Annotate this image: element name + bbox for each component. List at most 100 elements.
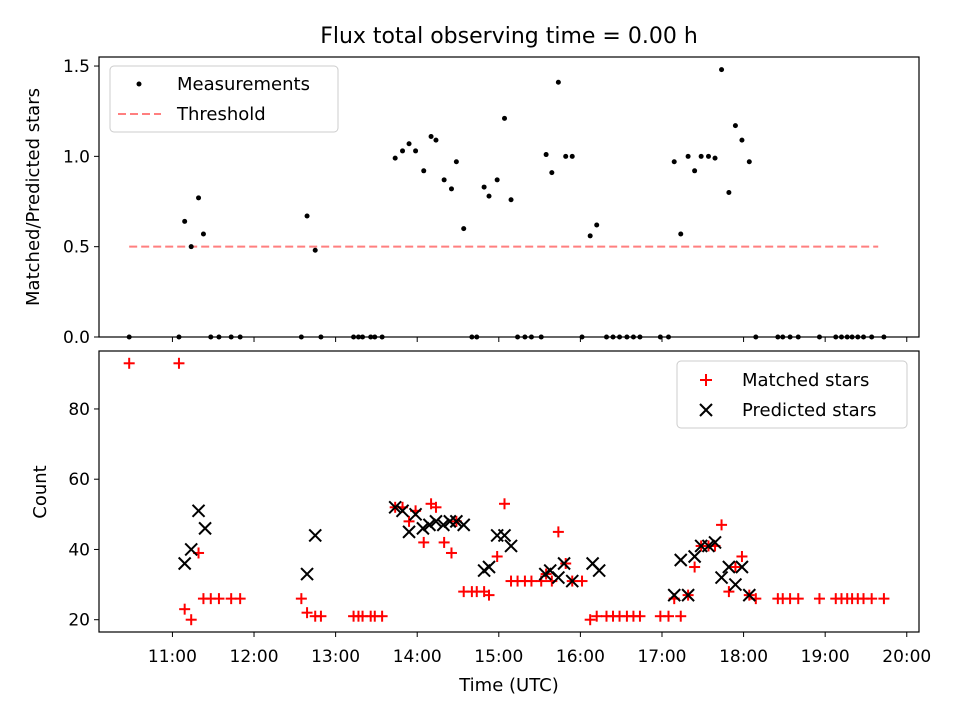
measurement-point — [392, 155, 398, 161]
count-y-tick-label: 80 — [68, 400, 90, 420]
matched-star-point — [438, 536, 450, 548]
predicted-star-point — [184, 542, 198, 557]
count-plot-frame — [98, 350, 920, 633]
ratio-x-ticks — [171, 337, 908, 342]
count-y-axis-label: Count — [30, 465, 51, 518]
count-x-tick-label: 12:00 — [230, 647, 279, 667]
predicted-star-point — [714, 570, 729, 585]
measurement-point — [692, 168, 698, 174]
count-x-ticks: 11:00 12:00 13:00 14:00 15:00 16:00 17:00 18:00… — [148, 632, 931, 667]
matched-star-point — [634, 610, 646, 622]
measurement-point — [196, 195, 202, 201]
legend-measurements-marker — [136, 81, 142, 87]
matched-star-point — [123, 357, 135, 369]
count-legend-box — [676, 360, 908, 429]
ratio-legend-box — [109, 65, 339, 133]
measurement-point — [312, 247, 318, 253]
predicted-star-point — [457, 518, 471, 532]
predicted-star-point — [551, 570, 566, 585]
count-x-tick-label: 16:00 — [556, 647, 605, 667]
predicted-star-point — [402, 525, 416, 539]
predicted-star-point — [504, 539, 518, 553]
measurement-point — [685, 153, 691, 159]
matched-star-point — [430, 501, 442, 513]
predicted-star-point — [395, 504, 410, 518]
measurement-point — [448, 186, 454, 192]
predicted-star-point — [708, 535, 722, 550]
predicted-star-point — [557, 556, 571, 571]
predicted-star-point — [177, 556, 192, 571]
predicted-star-point — [592, 563, 606, 578]
ratio-panel: 0.0 0.5 1.0 1.5 Matched/Predicted stars Mea… — [23, 56, 920, 348]
count-marks — [123, 357, 890, 626]
legend-matched-marker — [700, 374, 712, 386]
matched-star-point — [295, 593, 307, 605]
matched-star-point — [525, 575, 537, 587]
ratio-marks — [126, 67, 887, 340]
count-y-tick-label: 20 — [68, 611, 90, 631]
ratio-y-tick-label: 0.0 — [63, 328, 90, 348]
matched-star-point — [445, 547, 457, 559]
measurement-point — [678, 231, 684, 237]
measurement-point — [441, 177, 447, 183]
ratio-plot-frame — [98, 56, 920, 338]
predicted-star-point — [416, 521, 430, 536]
measurement-point — [502, 115, 508, 121]
matched-star-point — [499, 498, 511, 510]
legend-predicted-marker — [699, 403, 713, 417]
matched-star-point — [591, 610, 603, 622]
predicted-star-point — [388, 500, 402, 515]
predicted-star-point — [191, 504, 206, 518]
predicted-star-point — [482, 560, 496, 574]
count-x-tick-label: 18:00 — [719, 647, 768, 667]
measurement-point — [494, 177, 500, 183]
measurement-point — [461, 226, 467, 232]
matched-star-point — [301, 607, 313, 619]
measurement-point — [508, 197, 514, 203]
measurement-point — [549, 170, 555, 176]
predicted-star-point — [497, 528, 512, 543]
measurement-point — [304, 213, 310, 219]
predicted-star-point — [422, 518, 437, 532]
matched-star-point — [234, 593, 246, 605]
measurement-point — [481, 184, 487, 190]
measurement-point — [698, 153, 704, 159]
ratio-y-tick-label: 1.0 — [63, 147, 90, 167]
measurement-point — [421, 168, 427, 174]
count-x-tick-label: 17:00 — [637, 647, 686, 667]
measurement-point — [563, 153, 569, 159]
ratio-y-ticks: 0.0 0.5 1.0 1.5 — [63, 57, 99, 348]
matched-star-point — [560, 558, 572, 570]
matched-star-point — [376, 610, 388, 622]
measurement-point — [719, 67, 725, 73]
predicted-star-point — [701, 539, 716, 553]
measurement-point — [739, 137, 745, 143]
measurement-point — [712, 155, 718, 161]
count-x-tick-label: 19:00 — [801, 647, 850, 667]
measurement-point — [406, 141, 412, 147]
matched-star-point — [179, 603, 191, 615]
legend-threshold-label: Threshold — [176, 104, 266, 125]
measurement-point — [594, 222, 600, 228]
count-legend: Matched stars Predicted stars — [676, 360, 908, 429]
matched-star-point — [418, 536, 430, 548]
count-y-ticks: 20 40 60 80 — [68, 400, 99, 631]
matched-star-point — [878, 593, 890, 605]
predicted-star-point — [408, 507, 423, 522]
predicted-star-point — [728, 577, 743, 592]
measurement-point — [587, 233, 593, 239]
count-y-tick-label: 60 — [68, 470, 90, 490]
matched-star-point — [689, 561, 701, 573]
matched-star-point — [792, 593, 804, 605]
matched-star-point — [213, 593, 225, 605]
measurement-point — [569, 153, 575, 159]
predicted-star-point — [308, 528, 322, 543]
predicted-star-point — [443, 514, 457, 529]
matched-star-point — [483, 589, 495, 601]
matched-star-point — [866, 593, 878, 605]
matched-star-point — [552, 526, 564, 538]
matched-star-point — [736, 550, 748, 562]
ratio-y-tick-label: 1.5 — [63, 57, 90, 77]
predicted-star-point — [667, 588, 681, 602]
matched-star-point — [185, 614, 197, 626]
